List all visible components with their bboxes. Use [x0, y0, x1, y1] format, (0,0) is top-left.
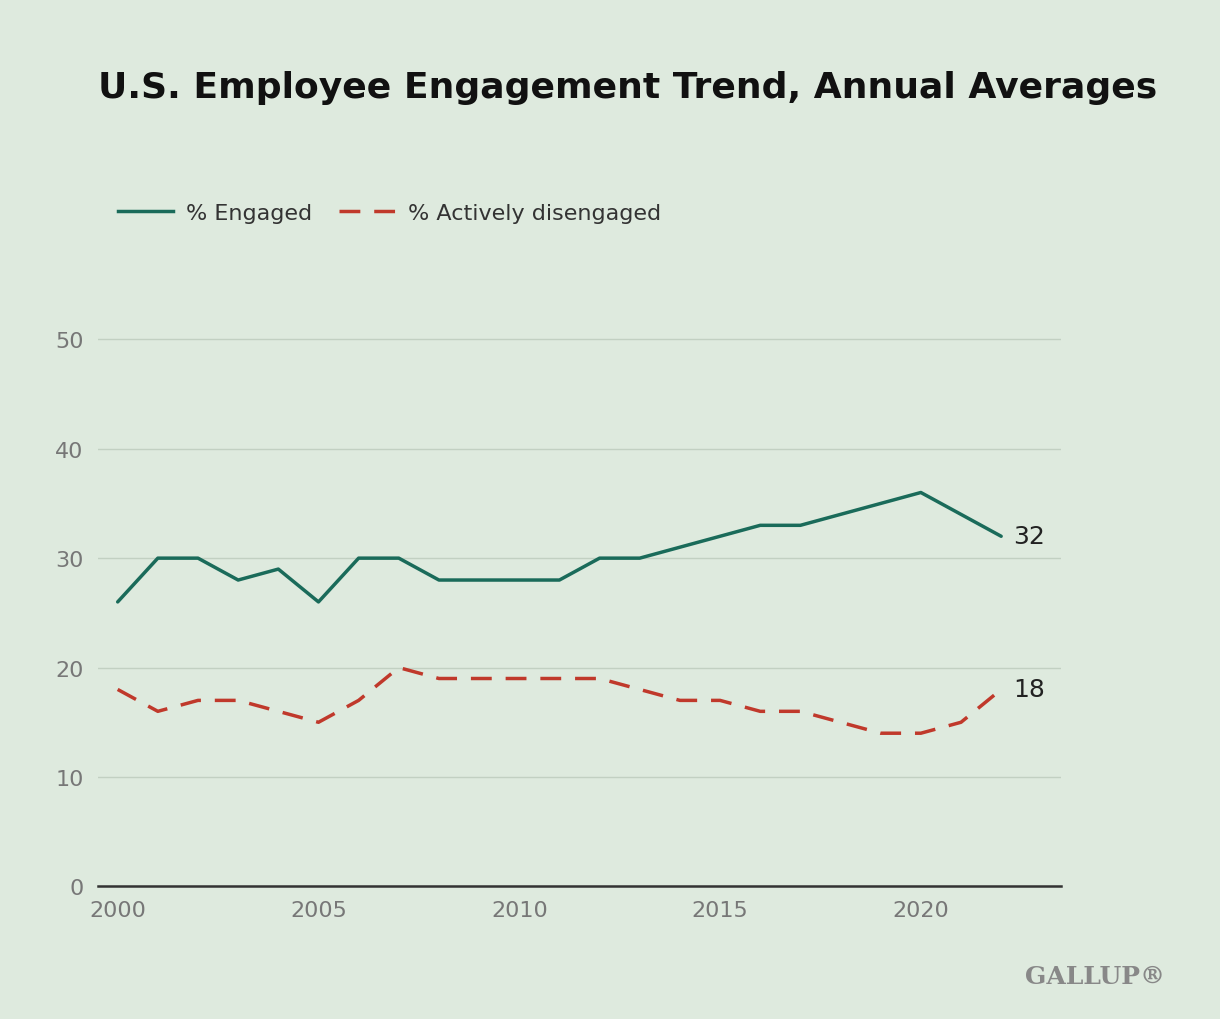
Text: GALLUP®: GALLUP® — [1025, 964, 1165, 988]
Text: U.S. Employee Engagement Trend, Annual Averages: U.S. Employee Engagement Trend, Annual A… — [98, 71, 1157, 105]
Legend: % Engaged, % Actively disengaged: % Engaged, % Actively disengaged — [109, 195, 670, 232]
Text: 18: 18 — [1013, 678, 1046, 702]
Text: 32: 32 — [1013, 525, 1046, 548]
